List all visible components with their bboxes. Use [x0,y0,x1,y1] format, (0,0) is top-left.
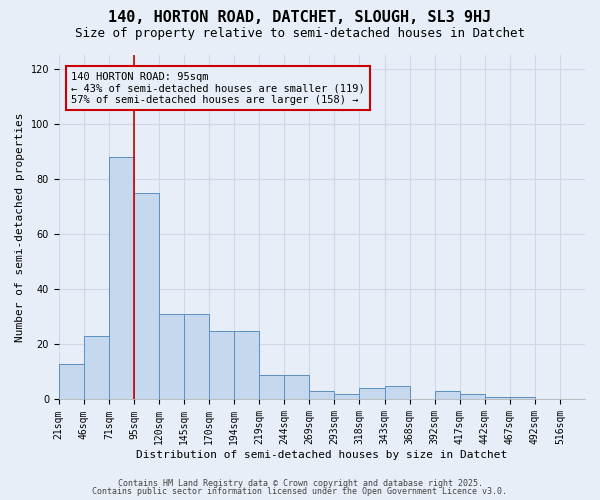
Bar [259,374,284,400]
Bar [460,394,485,400]
Bar [434,391,460,400]
Bar [510,396,535,400]
Text: 140 HORTON ROAD: 95sqm
← 43% of semi-detached houses are smaller (119)
57% of se: 140 HORTON ROAD: 95sqm ← 43% of semi-det… [71,72,365,104]
Bar [184,314,209,400]
Text: 140, HORTON ROAD, DATCHET, SLOUGH, SL3 9HJ: 140, HORTON ROAD, DATCHET, SLOUGH, SL3 9… [109,10,491,25]
Bar [134,193,159,400]
Bar [359,388,385,400]
Bar [234,330,259,400]
Bar [84,336,109,400]
Bar [385,386,410,400]
Bar [310,391,334,400]
Text: Size of property relative to semi-detached houses in Datchet: Size of property relative to semi-detach… [75,28,525,40]
Bar [485,396,510,400]
Bar [59,364,84,400]
X-axis label: Distribution of semi-detached houses by size in Datchet: Distribution of semi-detached houses by … [136,450,508,460]
Y-axis label: Number of semi-detached properties: Number of semi-detached properties [15,112,25,342]
Bar [209,330,234,400]
Text: Contains HM Land Registry data © Crown copyright and database right 2025.: Contains HM Land Registry data © Crown c… [118,478,482,488]
Bar [284,374,310,400]
Text: Contains public sector information licensed under the Open Government Licence v3: Contains public sector information licen… [92,487,508,496]
Bar [334,394,359,400]
Bar [109,157,134,400]
Bar [159,314,184,400]
